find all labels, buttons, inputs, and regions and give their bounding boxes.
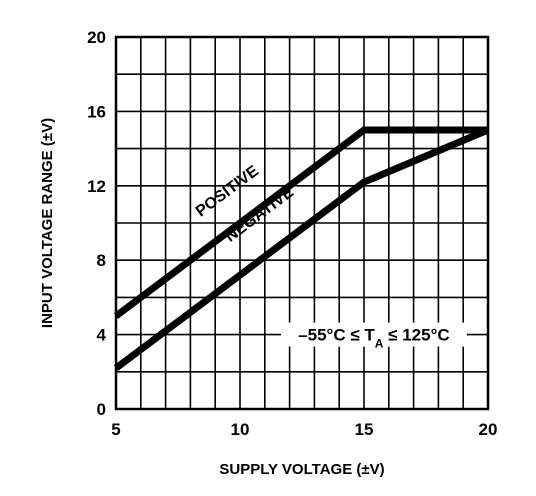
temperature-annotation: –55°C ≤ TA ≤ 125°C [280,322,467,351]
x-tick-label: 5 [111,420,120,439]
annotation-t: T [360,326,376,345]
y-tick-label: 0 [97,400,106,419]
series-line-negative [113,126,490,371]
y-tick-label: 4 [97,326,107,345]
annotation-suffix: ≤ 125°C [383,326,449,345]
x-tick-label: 15 [355,420,374,439]
y-tick-label: 20 [87,28,106,47]
annotation-background [280,322,467,347]
x-tick-label: 10 [231,420,250,439]
annotation-text: –55°C ≤ TA ≤ 125°C [298,326,450,351]
y-axis-label: INPUT VOLTAGE RANGE (±V) [39,118,56,328]
annotation-le-1: ≤ [350,326,359,345]
x-axis-label: SUPPLY VOLTAGE (±V) [219,461,384,478]
annotation-sub: A [375,337,384,351]
y-tick-label: 12 [87,177,106,196]
series-layer [113,126,490,371]
series-line-positive [113,126,488,319]
y-tick-label: 16 [87,102,106,121]
plot-frame [114,35,490,411]
x-tick-label: 20 [479,420,498,439]
y-tick-label: 8 [97,251,106,270]
tick-labels: 5 10 15 20 0 4 8 12 16 20 [87,28,497,439]
annotation-prefix: –55°C [298,326,350,345]
grid [116,37,488,409]
